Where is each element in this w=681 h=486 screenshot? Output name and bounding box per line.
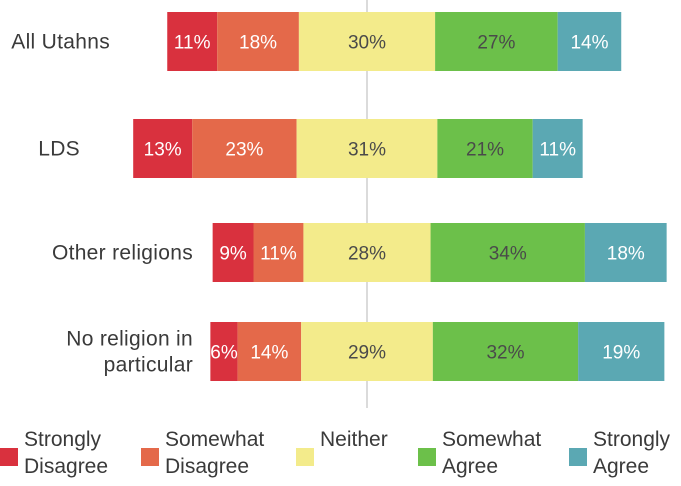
legend: Strongly Disagree Somewhat Disagree Neit… — [0, 426, 681, 486]
legend-label: Strongly Agree — [593, 428, 671, 478]
legend-label: Neither — [320, 428, 388, 451]
bar-segment — [430, 223, 585, 282]
bar-value-label: 34% — [489, 244, 527, 265]
legend-label: Somewhat Agree — [442, 428, 542, 478]
bar-segment — [437, 119, 533, 178]
bar-value-label: 18% — [607, 244, 645, 265]
bar-value-label: 29% — [348, 343, 386, 364]
bar-value-label: 21% — [466, 140, 504, 161]
bar-segment — [133, 119, 193, 178]
bar-segment — [192, 119, 297, 178]
bar-value-label: 18% — [239, 33, 277, 54]
bar-value-label: 27% — [477, 33, 515, 54]
legend-swatch — [0, 448, 18, 466]
category-label: particular — [104, 354, 193, 377]
legend-label: Somewhat Disagree — [165, 428, 265, 478]
bar-value-label: 13% — [144, 140, 182, 161]
legend-swatch — [296, 448, 314, 466]
bar-value-label: 30% — [348, 33, 386, 54]
bar-segment — [210, 322, 238, 381]
legend-item-strongly-disagree: Strongly Disagree — [0, 426, 108, 480]
bar-segment — [532, 119, 583, 178]
legend-label: Strongly Disagree — [24, 428, 109, 478]
category-label: All Utahns — [11, 31, 110, 54]
bar-segment — [578, 322, 665, 381]
bar-value-label: 14% — [570, 33, 608, 54]
category-label: No religion in — [66, 328, 193, 351]
bar-segment — [253, 223, 304, 282]
bar-segment — [432, 322, 579, 381]
bars-group: 11% 18% 30% 27% 14% 13% 23% 31% 21% 11% 9% 11% 28% 34… — [133, 12, 667, 381]
bar-value-label: 32% — [486, 343, 524, 364]
bar-segment — [301, 322, 433, 381]
bar-value-label: 23% — [225, 140, 263, 161]
category-label: Other religions — [52, 242, 193, 265]
bar-segment — [217, 12, 299, 71]
bar-segment — [584, 223, 667, 282]
bar-segment — [167, 12, 218, 71]
bar-segment — [237, 322, 302, 381]
bar-value-label: 28% — [348, 244, 386, 265]
bar-value-label: 11% — [539, 140, 576, 161]
legend-item-somewhat-disagree: Somewhat Disagree — [141, 426, 264, 480]
bar-segment — [296, 119, 438, 178]
legend-swatch — [141, 448, 159, 466]
bar-segment — [303, 223, 431, 282]
category-labels-group: All Utahns LDS Other religions No religion … — [11, 31, 193, 377]
bar-value-label: 31% — [348, 140, 386, 161]
legend-item-strongly-agree: Strongly Agree — [569, 426, 670, 480]
bar-value-label: 9% — [219, 244, 247, 265]
bar-value-label: 11% — [260, 244, 297, 265]
bar-value-label: 14% — [250, 343, 288, 364]
bar-value-label: 6% — [210, 343, 238, 364]
legend-swatch — [418, 448, 436, 466]
legend-swatch — [569, 448, 587, 466]
bar-segment — [212, 223, 254, 282]
legend-item-neither: Neither — [296, 426, 388, 466]
bar-value-label: 19% — [602, 343, 640, 364]
bar-segment — [298, 12, 436, 71]
bar-segment — [435, 12, 558, 71]
category-label: LDS — [38, 138, 80, 161]
legend-item-somewhat-agree: Somewhat Agree — [418, 426, 541, 480]
bar-value-label: 11% — [174, 33, 211, 54]
bar-segment — [557, 12, 622, 71]
